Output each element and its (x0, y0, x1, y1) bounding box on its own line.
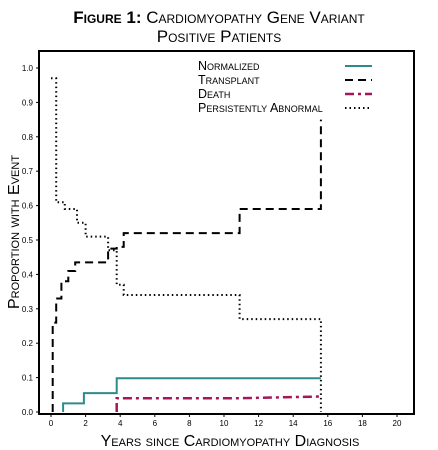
series-line-3 (115, 395, 321, 412)
chart-title-line2: Positive Patients (156, 27, 282, 46)
chart-title-line1: Figure 1: Cardiomyopathy Gene Variant (0, 8, 438, 28)
tick-layer: 0 2 4 6 8 10 12 14 16 18 20 0.0 0.1 0.2 0.3 0.4 0.5 0.6 0.… (22, 64, 402, 428)
y-tick-label: 0.1 (22, 374, 34, 383)
series-line-4 (51, 77, 322, 412)
y-tick-label: 0.4 (22, 270, 34, 279)
x-tick-label: 6 (153, 419, 158, 428)
plot-frame (38, 50, 415, 415)
legend-label-3: Death (198, 87, 230, 101)
x-tick-label: 8 (187, 419, 192, 428)
y-axis-label: Proportion with Event (6, 155, 23, 309)
x-tick-label: 18 (358, 419, 367, 428)
figure-label: Figure 1: (73, 8, 142, 27)
y-tick-label: 0.6 (22, 202, 34, 211)
y-tick-label: 0.3 (22, 305, 34, 314)
legend-label-2: Transplant (198, 73, 260, 87)
x-tick-label: 20 (393, 419, 402, 428)
y-tick-label: 0.8 (22, 133, 34, 142)
y-tick-label: 0.7 (22, 167, 34, 176)
legend-label-4: Persistently Abnormal (198, 101, 323, 115)
legend-label-1: Normalized (198, 59, 260, 73)
figure-title: Cardiomyopathy Gene Variant (146, 8, 365, 27)
x-tick-label: 16 (323, 419, 332, 428)
series-line-2 (51, 119, 322, 412)
x-tick-label: 14 (289, 419, 298, 428)
y-tick-label: 0.5 (22, 236, 34, 245)
x-tick-label: 2 (83, 419, 88, 428)
series-layer (51, 77, 322, 412)
x-axis-label: Years since Cardiomyopathy Diagnosis (101, 433, 360, 450)
y-tick-label: 1.0 (22, 64, 34, 73)
y-tick-label: 0.2 (22, 339, 34, 348)
x-tick-label: 0 (49, 419, 54, 428)
y-tick-label: 0.9 (22, 98, 34, 107)
y-tick-label: 0.0 (22, 408, 34, 417)
x-tick-label: 4 (118, 419, 123, 428)
x-tick-label: 10 (220, 419, 229, 428)
x-tick-label: 12 (254, 419, 263, 428)
series-line-1 (62, 377, 321, 412)
